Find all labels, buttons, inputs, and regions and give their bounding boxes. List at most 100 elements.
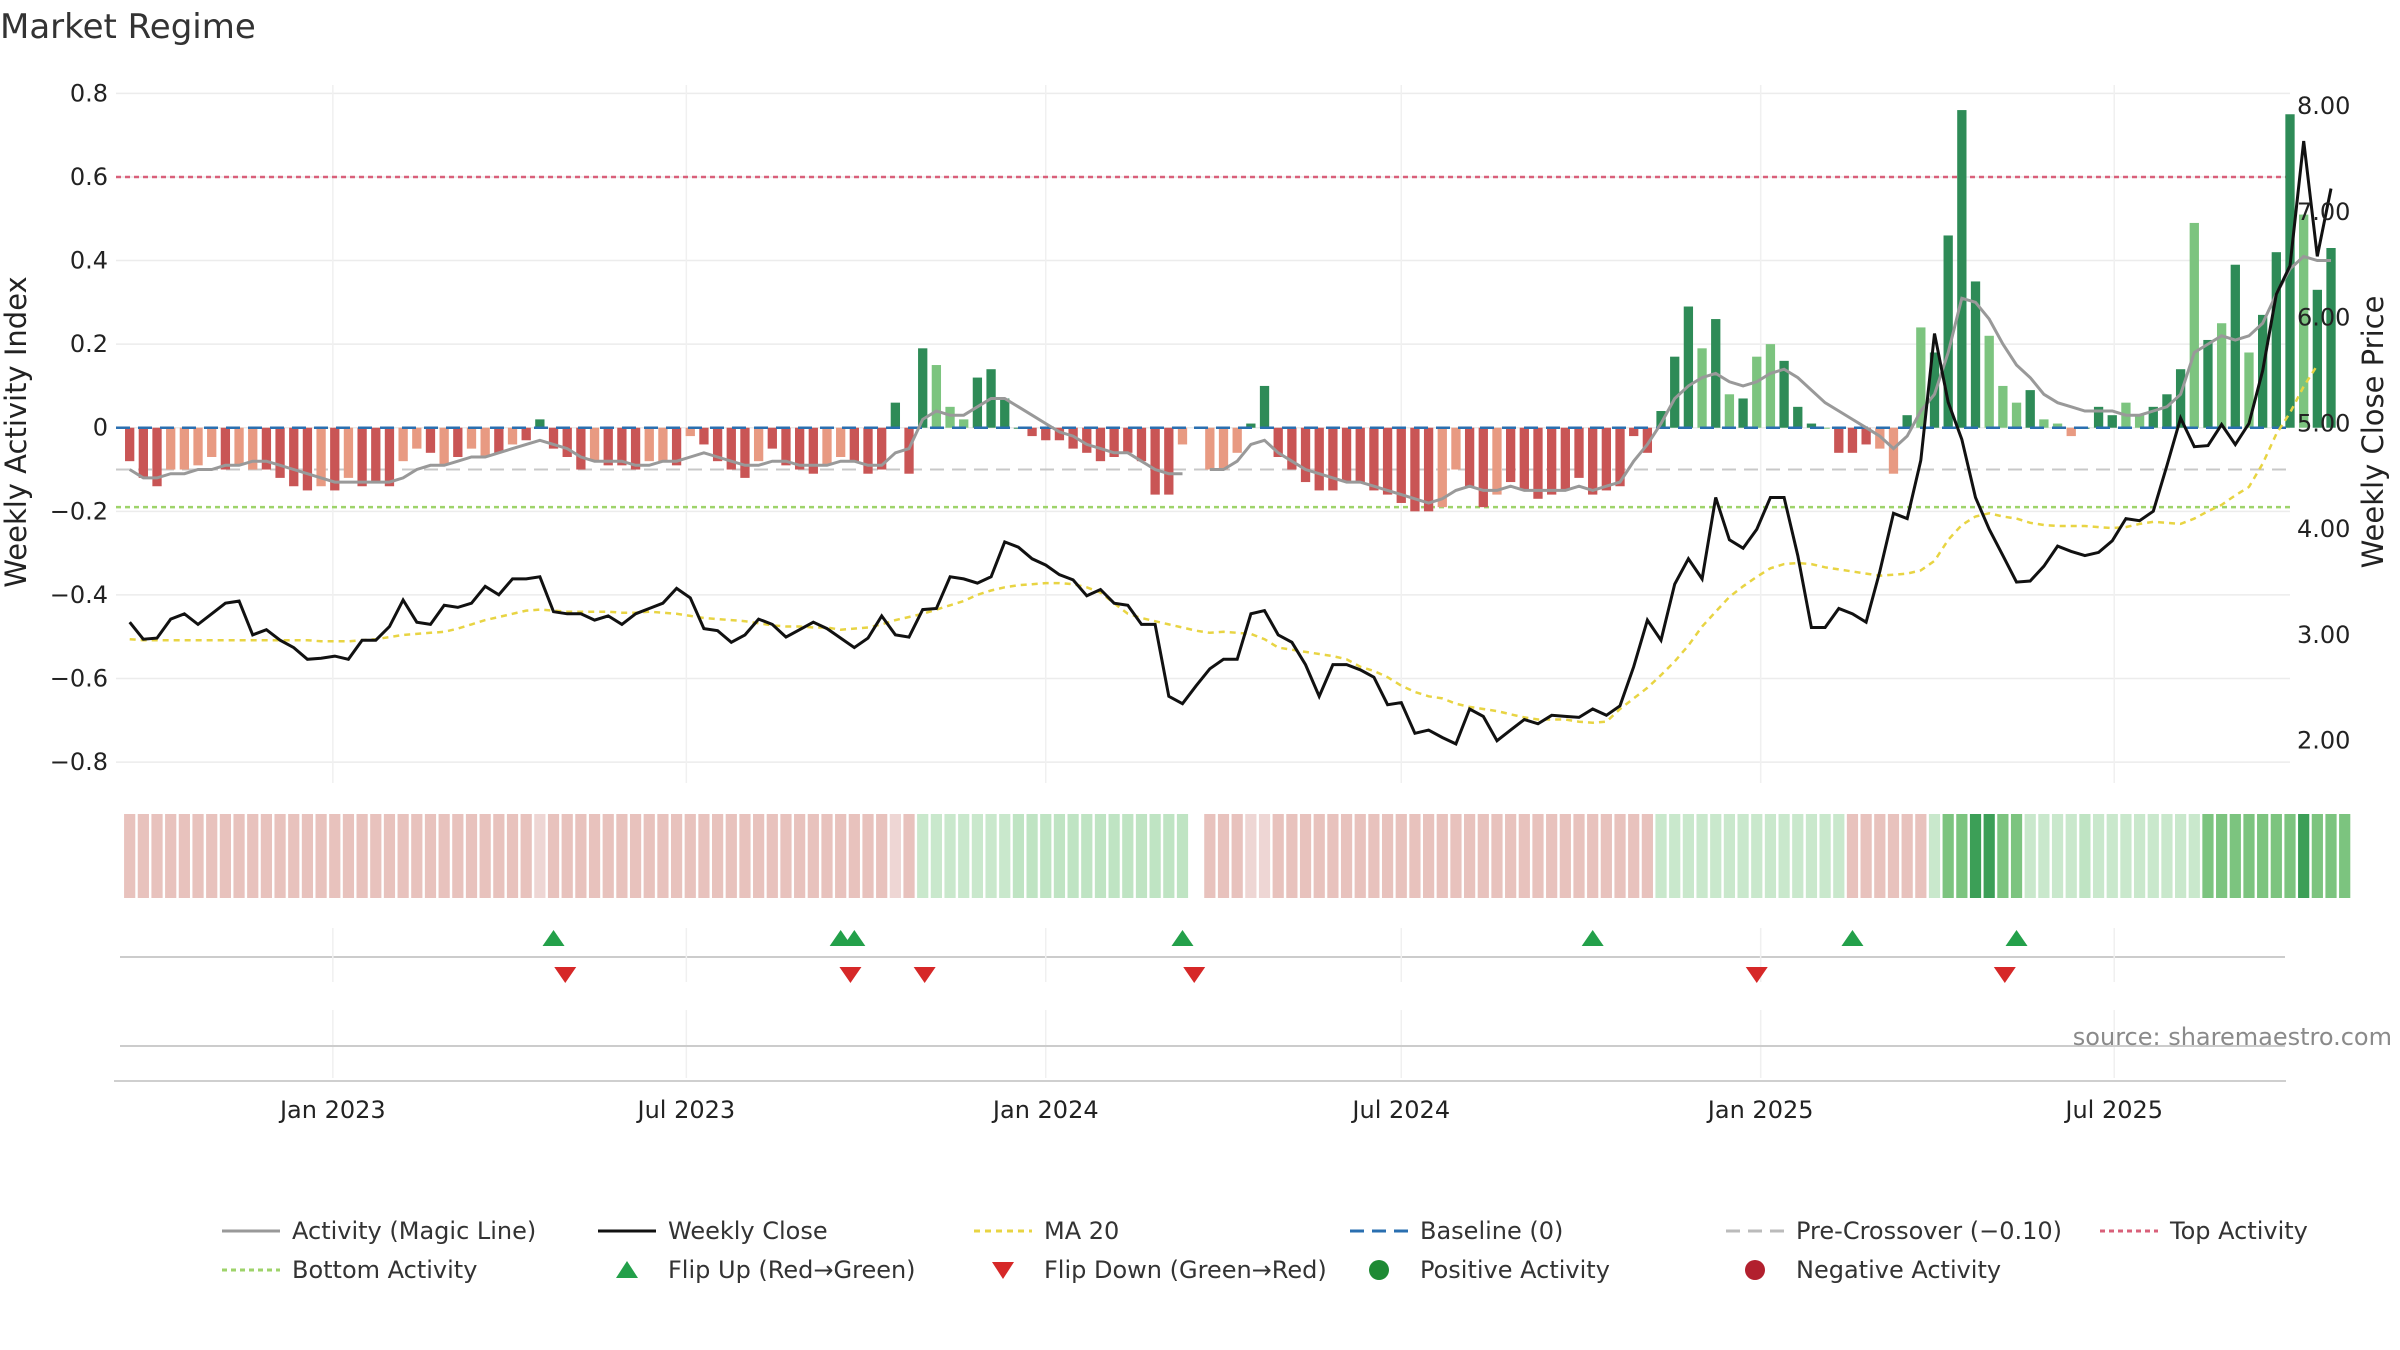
activity-bar (1177, 427, 1188, 445)
activity-bar (781, 427, 791, 466)
regime-cell (288, 814, 300, 898)
regime-cell (2188, 814, 2200, 898)
flip-up-marker (843, 930, 866, 946)
regime-cell (971, 814, 984, 898)
activity-bar (1164, 427, 1174, 495)
activity-bar (1136, 427, 1147, 462)
legend-item: Pre-Crossover (−0.10) (1726, 1217, 2062, 1245)
legend-item: Bottom Activity (222, 1256, 477, 1284)
regime-cell (1163, 814, 1175, 898)
activity-bar (2093, 406, 2104, 428)
activity-bar (1656, 411, 1666, 428)
activity-bar (767, 427, 777, 449)
activity-bar (2025, 390, 2035, 428)
left-axis-label: Weekly Activity Index (0, 276, 33, 587)
regime-cell (2092, 814, 2105, 898)
activity-bar (1519, 427, 1529, 491)
activity-bar (808, 427, 818, 474)
regime-cell (1217, 814, 1230, 898)
activity-bar (1670, 356, 1680, 428)
regime-cell (1299, 814, 1312, 898)
activity-bar (1629, 427, 1639, 437)
activity-bar (1560, 427, 1570, 491)
regime-cell (1026, 814, 1038, 898)
activity-bar (398, 427, 408, 462)
activity-bar (1396, 427, 1406, 503)
weekly-close-line (128, 140, 2333, 746)
activity-bar (1054, 427, 1065, 441)
regime-cell (1751, 814, 1763, 898)
activity-bar (1806, 423, 1817, 428)
activity-bar (207, 427, 217, 457)
activity-bar (658, 427, 668, 462)
regime-cell (493, 814, 505, 898)
legend-item: Flip Up (Red→Green) (616, 1256, 916, 1284)
activity-bar (1902, 415, 1912, 428)
regime-cell (260, 814, 273, 898)
activity-bar (2107, 415, 2117, 428)
regime-cell (397, 814, 409, 898)
activity-bar (1752, 356, 1762, 428)
activity-bar (863, 427, 873, 474)
regime-cell (999, 814, 1011, 898)
regime-cell (1833, 814, 1845, 898)
activity-bar (1943, 235, 1953, 428)
regime-cell (2229, 814, 2241, 898)
activity-bar (316, 427, 326, 487)
activity-bar (1123, 427, 1133, 453)
activity-bar (1341, 427, 1352, 483)
activity-bar (138, 427, 148, 478)
flip-down-marker (554, 967, 577, 983)
activity-bar (1738, 398, 1748, 428)
activity-bar (685, 427, 695, 437)
activity-bar (1000, 398, 1010, 428)
activity-bar (152, 427, 162, 487)
legend-label: MA 20 (1044, 1217, 1119, 1245)
regime-cell (329, 814, 341, 898)
activity-bar (1998, 385, 2008, 428)
activity-bar (2039, 419, 2049, 428)
right-axis: 8.00 7.00 6.00 5.00 4.00 3.00 2.00 (2297, 92, 2350, 755)
legend-item: Activity (Magic Line) (222, 1217, 536, 1245)
regime-cell (233, 814, 245, 898)
regime-cell (2175, 814, 2187, 898)
right-tick-label: 7.00 (2297, 198, 2350, 226)
regime-cell (903, 814, 915, 898)
left-tick-label: 0.8 (70, 79, 108, 107)
regime-cell (206, 814, 218, 898)
regime-cell (807, 814, 819, 898)
regime-cell (1491, 814, 1503, 898)
activity-bar (343, 427, 354, 478)
activity-bar (125, 427, 135, 462)
left-tick-label: 0.4 (70, 247, 108, 275)
activity-bar (1847, 427, 1858, 453)
activity-bar (2148, 406, 2158, 428)
regime-cell (1600, 814, 1612, 898)
regime-cell (575, 814, 587, 898)
activity-bar (1793, 406, 1803, 428)
regime-cell (465, 814, 478, 898)
activity-bar (371, 427, 381, 483)
regime-cell (1997, 814, 2009, 898)
activity-bar (836, 427, 846, 457)
activity-bar (603, 427, 613, 466)
regime-cell (1176, 814, 1189, 898)
regime-cell (1450, 814, 1462, 898)
activity-bar (439, 427, 449, 466)
regime-cell (1313, 814, 1325, 898)
activity-bar (357, 427, 367, 487)
activity-bar (630, 427, 641, 470)
legend: Activity (Magic Line) Weekly Close MA 20 Ba… (222, 1217, 2308, 1284)
legend-item: Positive Activity (1369, 1256, 1610, 1284)
regime-cell (2311, 814, 2323, 898)
activity-bar (466, 427, 477, 449)
activity-bar (248, 427, 258, 470)
regime-cell (1559, 814, 1571, 898)
activity-bar (2011, 402, 2022, 428)
legend-label: Bottom Activity (292, 1256, 477, 1284)
regime-cell (1518, 814, 1530, 898)
regime-cell (1764, 814, 1777, 898)
regime-cell (917, 814, 929, 898)
right-tick-label: 3.00 (2297, 621, 2350, 649)
